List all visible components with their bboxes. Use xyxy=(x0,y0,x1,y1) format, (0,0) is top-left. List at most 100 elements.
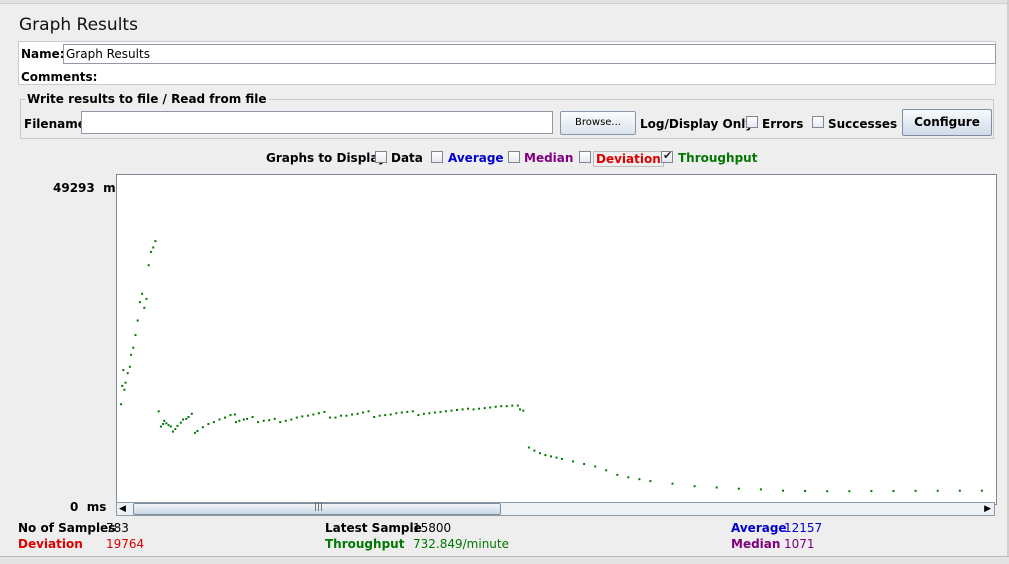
throughput-point xyxy=(759,488,762,491)
throughput-stat-value: 732.849/minute xyxy=(413,537,509,551)
scrollbar-thumb[interactable]: ||| xyxy=(133,502,501,515)
throughput-point xyxy=(120,403,123,406)
throughput-point xyxy=(467,407,470,410)
scroll-left-arrow-icon[interactable]: ◀ xyxy=(119,504,126,514)
name-label: Name: xyxy=(21,47,65,61)
throughput-point xyxy=(649,480,652,483)
median-checkbox[interactable] xyxy=(508,151,520,163)
scroll-right-arrow-icon[interactable]: ▶ xyxy=(984,504,991,514)
throughput-point xyxy=(301,415,304,418)
throughput-point xyxy=(207,423,210,425)
throughput-point xyxy=(154,240,157,243)
throughput-point xyxy=(389,413,392,416)
throughput-point xyxy=(489,406,492,409)
throughput-point xyxy=(147,264,150,267)
throughput-point xyxy=(373,416,376,418)
median-stat-value: 1071 xyxy=(784,537,815,551)
throughput-point xyxy=(174,428,177,431)
throughput-point xyxy=(312,413,315,416)
throughput-point xyxy=(433,411,436,414)
throughput-point xyxy=(323,410,326,413)
throughput-point xyxy=(187,416,190,418)
throughput-point xyxy=(224,416,226,419)
throughput-point xyxy=(251,416,254,418)
throughput-point xyxy=(533,449,536,452)
throughput-point xyxy=(450,409,453,412)
scrollbar-grip-icon: ||| xyxy=(314,502,324,512)
data-checkbox[interactable] xyxy=(375,151,387,163)
throughput-chart xyxy=(120,240,983,493)
latest-sample-value: 15800 xyxy=(413,521,452,535)
horizontal-scrollbar[interactable]: ◀ ||| ▶ xyxy=(116,502,995,516)
throughput-point xyxy=(242,418,245,421)
throughput-point xyxy=(229,414,232,417)
throughput-point xyxy=(527,446,530,449)
throughput-point xyxy=(804,490,807,492)
throughput-point xyxy=(246,417,249,420)
throughput-checkbox[interactable] xyxy=(661,149,673,163)
throughput-point xyxy=(233,413,236,416)
throughput-point xyxy=(167,424,170,427)
throughput-point xyxy=(395,412,398,415)
throughput-point xyxy=(461,408,464,411)
throughput-point xyxy=(165,422,168,425)
throughput-point xyxy=(126,372,129,375)
throughput-point xyxy=(583,463,586,465)
throughput-point xyxy=(149,250,152,253)
throughput-point xyxy=(238,419,241,422)
samples-label: No of Samples xyxy=(18,521,116,535)
throughput-point xyxy=(179,421,182,424)
throughput-point xyxy=(295,416,298,419)
average-checkbox[interactable] xyxy=(431,151,443,163)
throughput-point xyxy=(892,490,895,492)
throughput-point xyxy=(500,405,503,408)
throughput-point xyxy=(290,418,293,421)
filename-field[interactable] xyxy=(81,111,553,134)
throughput-point xyxy=(494,405,497,408)
throughput-label: Throughput xyxy=(678,151,758,165)
throughput-point xyxy=(334,416,337,419)
window-top-strip xyxy=(0,0,1009,4)
throughput-point xyxy=(159,425,162,428)
window-bottom-strip xyxy=(0,556,1009,564)
throughput-point xyxy=(478,407,481,410)
throughput-point xyxy=(616,473,619,476)
throughput-point xyxy=(550,455,552,458)
throughput-point xyxy=(422,412,425,415)
throughput-point xyxy=(638,478,641,481)
throughput-point xyxy=(472,408,475,411)
deviation-checkbox[interactable] xyxy=(579,151,591,163)
errors-checkbox[interactable] xyxy=(746,116,758,128)
name-field[interactable]: Graph Results xyxy=(63,44,996,64)
throughput-point xyxy=(201,426,204,429)
throughput-point xyxy=(428,412,431,415)
throughput-point xyxy=(538,452,541,455)
throughput-point xyxy=(169,425,172,428)
throughput-point xyxy=(163,419,166,422)
throughput-point xyxy=(132,346,135,349)
throughput-point xyxy=(445,410,447,413)
throughput-point xyxy=(555,456,558,459)
average-label: Average xyxy=(448,151,504,165)
configure-button[interactable]: Configure xyxy=(902,109,992,136)
throughput-point xyxy=(417,414,420,417)
throughput-point xyxy=(130,353,133,356)
deviation-stat-value: 19764 xyxy=(106,537,145,551)
throughput-point xyxy=(519,408,521,411)
throughput-point xyxy=(356,412,359,415)
throughput-point xyxy=(693,485,696,488)
throughput-point xyxy=(411,410,414,413)
median-label: Median xyxy=(524,151,574,165)
panel-title: Graph Results xyxy=(19,15,138,35)
throughput-point xyxy=(138,301,141,304)
successes-checkbox[interactable] xyxy=(812,116,824,128)
throughput-point xyxy=(351,413,354,416)
throughput-point xyxy=(362,411,365,414)
browse-button[interactable]: Browse... xyxy=(560,111,636,135)
throughput-point xyxy=(284,419,287,422)
file-group: Write results to file / Read from file F… xyxy=(20,92,994,139)
throughput-point xyxy=(185,417,188,420)
throughput-point xyxy=(128,365,131,368)
log-display-only-label: Log/Display Only: xyxy=(640,117,758,131)
throughput-point xyxy=(870,490,873,493)
